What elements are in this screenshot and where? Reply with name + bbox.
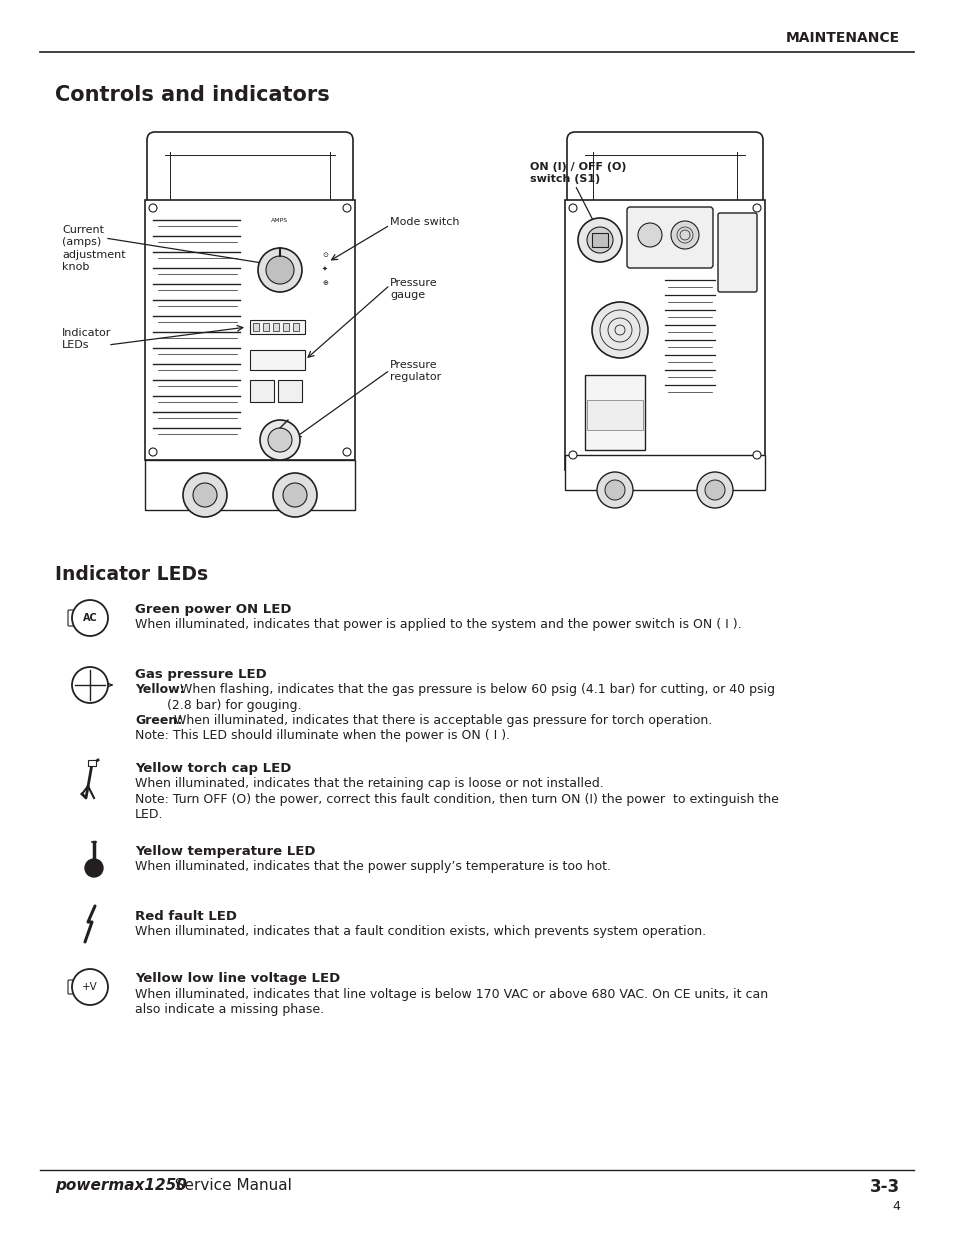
- Circle shape: [638, 224, 661, 247]
- Bar: [250, 350, 305, 370]
- FancyBboxPatch shape: [68, 610, 76, 626]
- Text: When illuminated, indicates that there is acceptable gas pressure for torch oper: When illuminated, indicates that there i…: [170, 714, 711, 727]
- Bar: [277, 380, 302, 403]
- Bar: [250, 380, 274, 403]
- Circle shape: [670, 221, 699, 249]
- Circle shape: [704, 480, 724, 500]
- Text: When illuminated, indicates that a fault condition exists, which prevents system: When illuminated, indicates that a fault…: [135, 925, 705, 939]
- Text: Pressure
regulator: Pressure regulator: [390, 359, 441, 383]
- Circle shape: [71, 600, 108, 636]
- Bar: [253, 324, 258, 331]
- Circle shape: [193, 483, 216, 508]
- FancyBboxPatch shape: [718, 212, 757, 291]
- Bar: [564, 454, 764, 490]
- Text: Yellow:: Yellow:: [135, 683, 185, 697]
- FancyBboxPatch shape: [626, 207, 712, 268]
- Circle shape: [586, 227, 613, 253]
- Bar: [584, 375, 644, 450]
- Bar: [250, 320, 305, 333]
- Bar: [145, 200, 355, 459]
- Bar: [283, 324, 289, 331]
- Circle shape: [85, 860, 103, 877]
- Text: Note: This LED should illuminate when the power is ON ( I ).: Note: This LED should illuminate when th…: [135, 730, 510, 742]
- Circle shape: [604, 480, 624, 500]
- Text: When flashing, indicates that the gas pressure is below 60 psig (4.1 bar) for cu: When flashing, indicates that the gas pr…: [175, 683, 774, 697]
- Circle shape: [752, 451, 760, 459]
- Bar: [293, 324, 298, 331]
- Circle shape: [343, 204, 351, 212]
- Text: AMPS: AMPS: [272, 219, 288, 224]
- Text: powermax1250: powermax1250: [55, 1178, 187, 1193]
- Text: When illuminated, indicates that line voltage is below 170 VAC or above 680 VAC.: When illuminated, indicates that line vo…: [135, 988, 767, 1002]
- Text: Yellow low line voltage LED: Yellow low line voltage LED: [135, 972, 340, 986]
- Text: When illuminated, indicates that the power supply’s temperature is too hot.: When illuminated, indicates that the pow…: [135, 860, 610, 873]
- Bar: [586, 400, 642, 430]
- Circle shape: [71, 667, 108, 703]
- Circle shape: [273, 473, 316, 517]
- Text: Red fault LED: Red fault LED: [135, 910, 236, 923]
- Circle shape: [260, 420, 299, 459]
- Circle shape: [149, 204, 157, 212]
- Text: When illuminated, indicates that the retaining cap is loose or not installed.: When illuminated, indicates that the ret…: [135, 777, 603, 790]
- Text: +V: +V: [82, 982, 98, 992]
- Circle shape: [183, 473, 227, 517]
- Text: Green:: Green:: [135, 714, 182, 727]
- Text: Gas pressure LED: Gas pressure LED: [135, 668, 267, 680]
- Text: Yellow temperature LED: Yellow temperature LED: [135, 845, 315, 858]
- Circle shape: [257, 248, 302, 291]
- Text: ✦: ✦: [322, 266, 328, 272]
- Text: Current
(amps)
adjustment
knob: Current (amps) adjustment knob: [62, 225, 126, 272]
- Circle shape: [266, 256, 294, 284]
- Text: Yellow torch cap LED: Yellow torch cap LED: [135, 762, 291, 776]
- Text: 4: 4: [891, 1200, 899, 1213]
- Text: also indicate a missing phase.: also indicate a missing phase.: [135, 1004, 324, 1016]
- FancyBboxPatch shape: [566, 132, 762, 219]
- Circle shape: [578, 219, 621, 262]
- Circle shape: [752, 204, 760, 212]
- Text: (2.8 bar) for gouging.: (2.8 bar) for gouging.: [135, 699, 301, 711]
- Circle shape: [71, 969, 108, 1005]
- Text: When illuminated, indicates that power is applied to the system and the power sw: When illuminated, indicates that power i…: [135, 618, 740, 631]
- FancyBboxPatch shape: [68, 981, 76, 994]
- Text: MAINTENANCE: MAINTENANCE: [785, 31, 899, 44]
- Text: Indicator
LEDs: Indicator LEDs: [62, 329, 112, 351]
- Text: Mode switch: Mode switch: [390, 217, 459, 227]
- Bar: [145, 459, 355, 510]
- Text: AC: AC: [83, 613, 97, 622]
- FancyBboxPatch shape: [147, 132, 353, 219]
- Circle shape: [149, 448, 157, 456]
- Text: Controls and indicators: Controls and indicators: [55, 85, 330, 105]
- Circle shape: [592, 303, 647, 358]
- Bar: [273, 324, 278, 331]
- Circle shape: [268, 429, 292, 452]
- Bar: [263, 324, 269, 331]
- Text: Note: Turn OFF (O) the power, correct this fault condition, then turn ON (I) the: Note: Turn OFF (O) the power, correct th…: [135, 793, 778, 805]
- Text: Green power ON LED: Green power ON LED: [135, 603, 292, 616]
- Text: ⊙: ⊙: [322, 252, 328, 258]
- Text: LED.: LED.: [135, 808, 163, 821]
- Text: ⊕: ⊕: [322, 280, 328, 287]
- Text: Service Manual: Service Manual: [165, 1178, 292, 1193]
- Circle shape: [697, 472, 732, 508]
- Bar: [592, 233, 607, 247]
- Circle shape: [343, 448, 351, 456]
- Text: ON (I) / OFF (O)
switch (S1): ON (I) / OFF (O) switch (S1): [530, 162, 626, 184]
- Bar: [564, 200, 764, 471]
- Circle shape: [597, 472, 633, 508]
- Text: 3-3: 3-3: [869, 1178, 899, 1195]
- Circle shape: [568, 451, 577, 459]
- Bar: [88, 760, 96, 766]
- Text: Pressure
gauge: Pressure gauge: [390, 278, 437, 300]
- Text: Indicator LEDs: Indicator LEDs: [55, 564, 208, 584]
- Circle shape: [283, 483, 307, 508]
- Circle shape: [568, 204, 577, 212]
